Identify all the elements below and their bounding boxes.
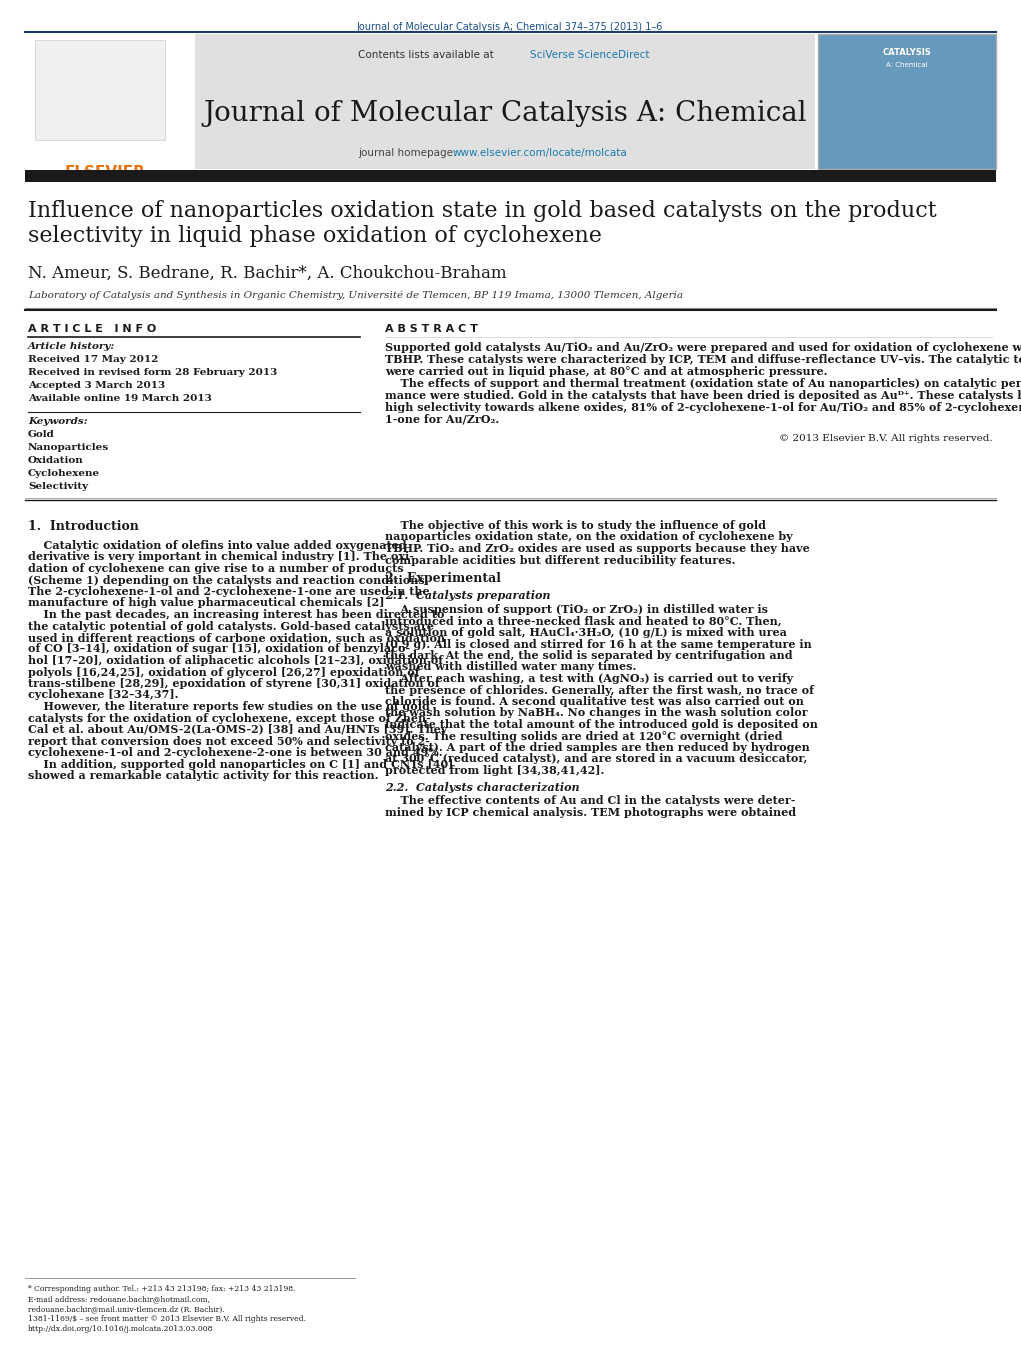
Bar	[818, 34, 996, 169]
Text: of CO [3–14], oxidation of sugar [15], oxidation of benzylaco-: of CO [3–14], oxidation of sugar [15], o…	[28, 643, 410, 654]
Text: 2.2.  Catalysts characterization: 2.2. Catalysts characterization	[385, 781, 580, 793]
Text: chloride is found. A second qualitative test was also carried out on: chloride is found. A second qualitative …	[385, 696, 804, 707]
Text: catalyst). A part of the dried samples are then reduced by hydrogen: catalyst). A part of the dried samples a…	[385, 742, 810, 753]
Text: polyols [16,24,25], oxidation of glycerol [26,27] epoxidation of: polyols [16,24,25], oxidation of glycero…	[28, 666, 420, 677]
Text: © 2013 Elsevier B.V. All rights reserved.: © 2013 Elsevier B.V. All rights reserved…	[779, 434, 993, 443]
Text: washed with distilled water many times.: washed with distilled water many times.	[385, 662, 636, 673]
Text: the catalytic potential of gold catalysts. Gold-based catalysts are: the catalytic potential of gold catalyst…	[28, 620, 434, 631]
Text: mance were studied. Gold in the catalysts that have been dried is deposited as A: mance were studied. Gold in the catalyst…	[385, 390, 1021, 401]
Text: (Scheme 1) depending on the catalysts and reaction conditions.: (Scheme 1) depending on the catalysts an…	[28, 574, 429, 585]
Text: nanoparticles oxidation state, on the oxidation of cyclohexene by: nanoparticles oxidation state, on the ox…	[385, 531, 792, 543]
Text: protected from light [34,38,41,42].: protected from light [34,38,41,42].	[385, 765, 604, 775]
Text: trans-stilbene [28,29], epoxidation of styrene [30,31] oxidation of: trans-stilbene [28,29], epoxidation of s…	[28, 678, 440, 689]
Text: http://dx.doi.org/10.1016/j.molcata.2013.03.008: http://dx.doi.org/10.1016/j.molcata.2013…	[28, 1325, 213, 1333]
Text: A: Chemical: A: Chemical	[886, 62, 928, 68]
Text: manufacture of high value pharmaceutical chemicals [2]: manufacture of high value pharmaceutical…	[28, 597, 385, 608]
Text: derivative is very important in chemical industry [1]. The oxi-: derivative is very important in chemical…	[28, 551, 414, 562]
Text: A suspension of support (TiO₂ or ZrO₂) in distilled water is: A suspension of support (TiO₂ or ZrO₂) i…	[385, 604, 768, 615]
Bar	[25, 34, 195, 169]
Text: * Corresponding author. Tel.: +213 43 213198; fax: +213 43 213198.: * Corresponding author. Tel.: +213 43 21…	[28, 1285, 295, 1293]
Text: Cyclohexene: Cyclohexene	[28, 469, 100, 478]
Text: Contents lists available at: Contents lists available at	[358, 50, 497, 59]
Text: TBHP. TiO₂ and ZrO₂ oxides are used as supports because they have: TBHP. TiO₂ and ZrO₂ oxides are used as s…	[385, 543, 810, 554]
Text: comparable acidities but different reducibility features.: comparable acidities but different reduc…	[385, 554, 735, 566]
Text: report that conversion does not exceed 50% and selectivity to 2-: report that conversion does not exceed 5…	[28, 735, 430, 747]
Text: cyclohexane [32–34,37].: cyclohexane [32–34,37].	[28, 689, 179, 701]
Text: The effective contents of Au and Cl in the catalysts were deter-: The effective contents of Au and Cl in t…	[385, 796, 795, 807]
Text: Oxidation: Oxidation	[28, 457, 84, 465]
Text: indicate that the total amount of the introduced gold is deposited on: indicate that the total amount of the in…	[385, 719, 818, 730]
Text: hol [17–20], oxidation of aliphacetic alcohols [21–23], oxidation of: hol [17–20], oxidation of aliphacetic al…	[28, 655, 443, 666]
Text: 2.1.  Catalysts preparation: 2.1. Catalysts preparation	[385, 590, 550, 601]
Text: A B S T R A C T: A B S T R A C T	[385, 324, 478, 334]
Text: Gold: Gold	[28, 430, 55, 439]
Text: ELSEVIER: ELSEVIER	[65, 165, 146, 180]
Text: high selectivity towards alkene oxides, 81% of 2-cyclohexene-1-ol for Au/TiO₂ an: high selectivity towards alkene oxides, …	[385, 403, 1021, 413]
Text: redouane.bachir@mail.univ-tlemcen.dz (R. Bachir).: redouane.bachir@mail.univ-tlemcen.dz (R.…	[28, 1305, 225, 1313]
Text: 2.  Experimental: 2. Experimental	[385, 571, 501, 585]
Text: Laboratory of Catalysis and Synthesis in Organic Chemistry, Université de Tlemce: Laboratory of Catalysis and Synthesis in…	[28, 290, 683, 300]
Text: SciVerse ScienceDirect: SciVerse ScienceDirect	[530, 50, 649, 59]
Text: oxides. The resulting solids are dried at 120°C overnight (dried: oxides. The resulting solids are dried a…	[385, 731, 782, 742]
Text: journal homepage:: journal homepage:	[358, 149, 459, 158]
Text: showed a remarkable catalytic activity for this reaction.: showed a remarkable catalytic activity f…	[28, 770, 379, 781]
Text: Cal et al. about Au/OMS-2(La-OMS-2) [38] and Au/HNTs [39]. They: Cal et al. about Au/OMS-2(La-OMS-2) [38]…	[28, 724, 447, 735]
Text: In the past decades, an increasing interest has been directed to: In the past decades, an increasing inter…	[28, 609, 444, 620]
Text: were carried out in liquid phase, at 80°C and at atmospheric pressure.: were carried out in liquid phase, at 80°…	[385, 366, 827, 377]
Text: Supported gold catalysts Au/TiO₂ and Au/ZrO₂ were prepared and used for oxidatio: Supported gold catalysts Au/TiO₂ and Au/…	[385, 342, 1021, 353]
Bar	[35, 41, 165, 141]
Text: www.elsevier.com/locate/molcata: www.elsevier.com/locate/molcata	[453, 149, 628, 158]
Text: After each washing, a test with (AgNO₃) is carried out to verify: After each washing, a test with (AgNO₃) …	[385, 673, 793, 684]
Text: the wash solution by NaBH₄. No changes in the wash solution color: the wash solution by NaBH₄. No changes i…	[385, 708, 808, 719]
Text: The 2-cyclohexene-1-ol and 2-cyclohexene-1-one are used in the: The 2-cyclohexene-1-ol and 2-cyclohexene…	[28, 586, 430, 597]
Text: Selectivity: Selectivity	[28, 482, 88, 490]
Text: CATALYSIS: CATALYSIS	[882, 49, 931, 57]
Text: Catalytic oxidation of olefins into value added oxygenated: Catalytic oxidation of olefins into valu…	[28, 540, 406, 551]
Text: E-mail address: redouane.bachir@hotmail.com,: E-mail address: redouane.bachir@hotmail.…	[28, 1296, 210, 1302]
Text: 1381-1169/$ – see front matter © 2013 Elsevier B.V. All rights reserved.: 1381-1169/$ – see front matter © 2013 El…	[28, 1315, 306, 1323]
Text: However, the literature reports few studies on the use of gold: However, the literature reports few stud…	[28, 701, 430, 712]
Text: Received 17 May 2012: Received 17 May 2012	[28, 355, 158, 363]
Text: The effects of support and thermal treatment (oxidation state of Au nanoparticle: The effects of support and thermal treat…	[385, 378, 1021, 389]
Bar	[25, 170, 996, 182]
Text: Nanoparticles: Nanoparticles	[28, 443, 109, 453]
Text: the presence of chlorides. Generally, after the first wash, no trace of: the presence of chlorides. Generally, af…	[385, 685, 814, 696]
Text: Available online 19 March 2013: Available online 19 March 2013	[28, 394, 211, 403]
Text: In addition, supported gold nanoparticles on C [1] and CNTs [40]: In addition, supported gold nanoparticle…	[28, 758, 453, 770]
Text: Influence of nanoparticles oxidation state in gold based catalysts on the produc: Influence of nanoparticles oxidation sta…	[28, 200, 936, 222]
Text: Keywords:: Keywords:	[28, 417, 88, 426]
Text: A R T I C L E   I N F O: A R T I C L E I N F O	[28, 324, 156, 334]
Text: Journal of Molecular Catalysis A; Chemical 374–375 (2013) 1–6: Journal of Molecular Catalysis A; Chemic…	[356, 22, 664, 32]
Text: at 300°C (reduced catalyst), and are stored in a vacuum desiccator,: at 300°C (reduced catalyst), and are sto…	[385, 754, 808, 765]
Text: (0.9 g). All is closed and stirred for 16 h at the same temperature in: (0.9 g). All is closed and stirred for 1…	[385, 639, 812, 650]
Text: Article history:: Article history:	[28, 342, 115, 351]
Text: the dark. At the end, the solid is separated by centrifugation and: the dark. At the end, the solid is separ…	[385, 650, 792, 661]
Text: mined by ICP chemical analysis. TEM photographs were obtained: mined by ICP chemical analysis. TEM phot…	[385, 807, 796, 817]
Text: Accepted 3 March 2013: Accepted 3 March 2013	[28, 381, 165, 390]
Text: Journal of Molecular Catalysis A: Chemical: Journal of Molecular Catalysis A: Chemic…	[203, 100, 807, 127]
Text: used in different reactions of carbone oxidation, such as oxidation: used in different reactions of carbone o…	[28, 632, 445, 643]
Text: selectivity in liquid phase oxidation of cyclohexene: selectivity in liquid phase oxidation of…	[28, 226, 601, 247]
Text: 1-one for Au/ZrO₂.: 1-one for Au/ZrO₂.	[385, 413, 499, 426]
Text: introduced into a three-necked flask and heated to 80°C. Then,: introduced into a three-necked flask and…	[385, 616, 782, 627]
Text: a solution of gold salt, HAuCl₄·3H₂O, (10 g/L) is mixed with urea: a solution of gold salt, HAuCl₄·3H₂O, (1…	[385, 627, 787, 638]
Text: Received in revised form 28 February 2013: Received in revised form 28 February 201…	[28, 367, 278, 377]
Text: catalysts for the oxidation of cyclohexene, except those of Zhen-: catalysts for the oxidation of cyclohexe…	[28, 712, 431, 724]
Text: N. Ameur, S. Bedrane, R. Bachir*, A. Choukchou-Braham: N. Ameur, S. Bedrane, R. Bachir*, A. Cho…	[28, 265, 506, 282]
Text: cyclohexene-1-ol and 2-cyclohexene-2-one is between 30 and 49%.: cyclohexene-1-ol and 2-cyclohexene-2-one…	[28, 747, 443, 758]
Text: The objective of this work is to study the influence of gold: The objective of this work is to study t…	[385, 520, 766, 531]
Text: dation of cyclohexene can give rise to a number of products: dation of cyclohexene can give rise to a…	[28, 563, 403, 574]
Text: 1.  Introduction: 1. Introduction	[28, 520, 139, 534]
Bar	[195, 34, 815, 169]
Text: TBHP. These catalysts were characterized by ICP, TEM and diffuse-reflectance UV–: TBHP. These catalysts were characterized…	[385, 354, 1021, 365]
